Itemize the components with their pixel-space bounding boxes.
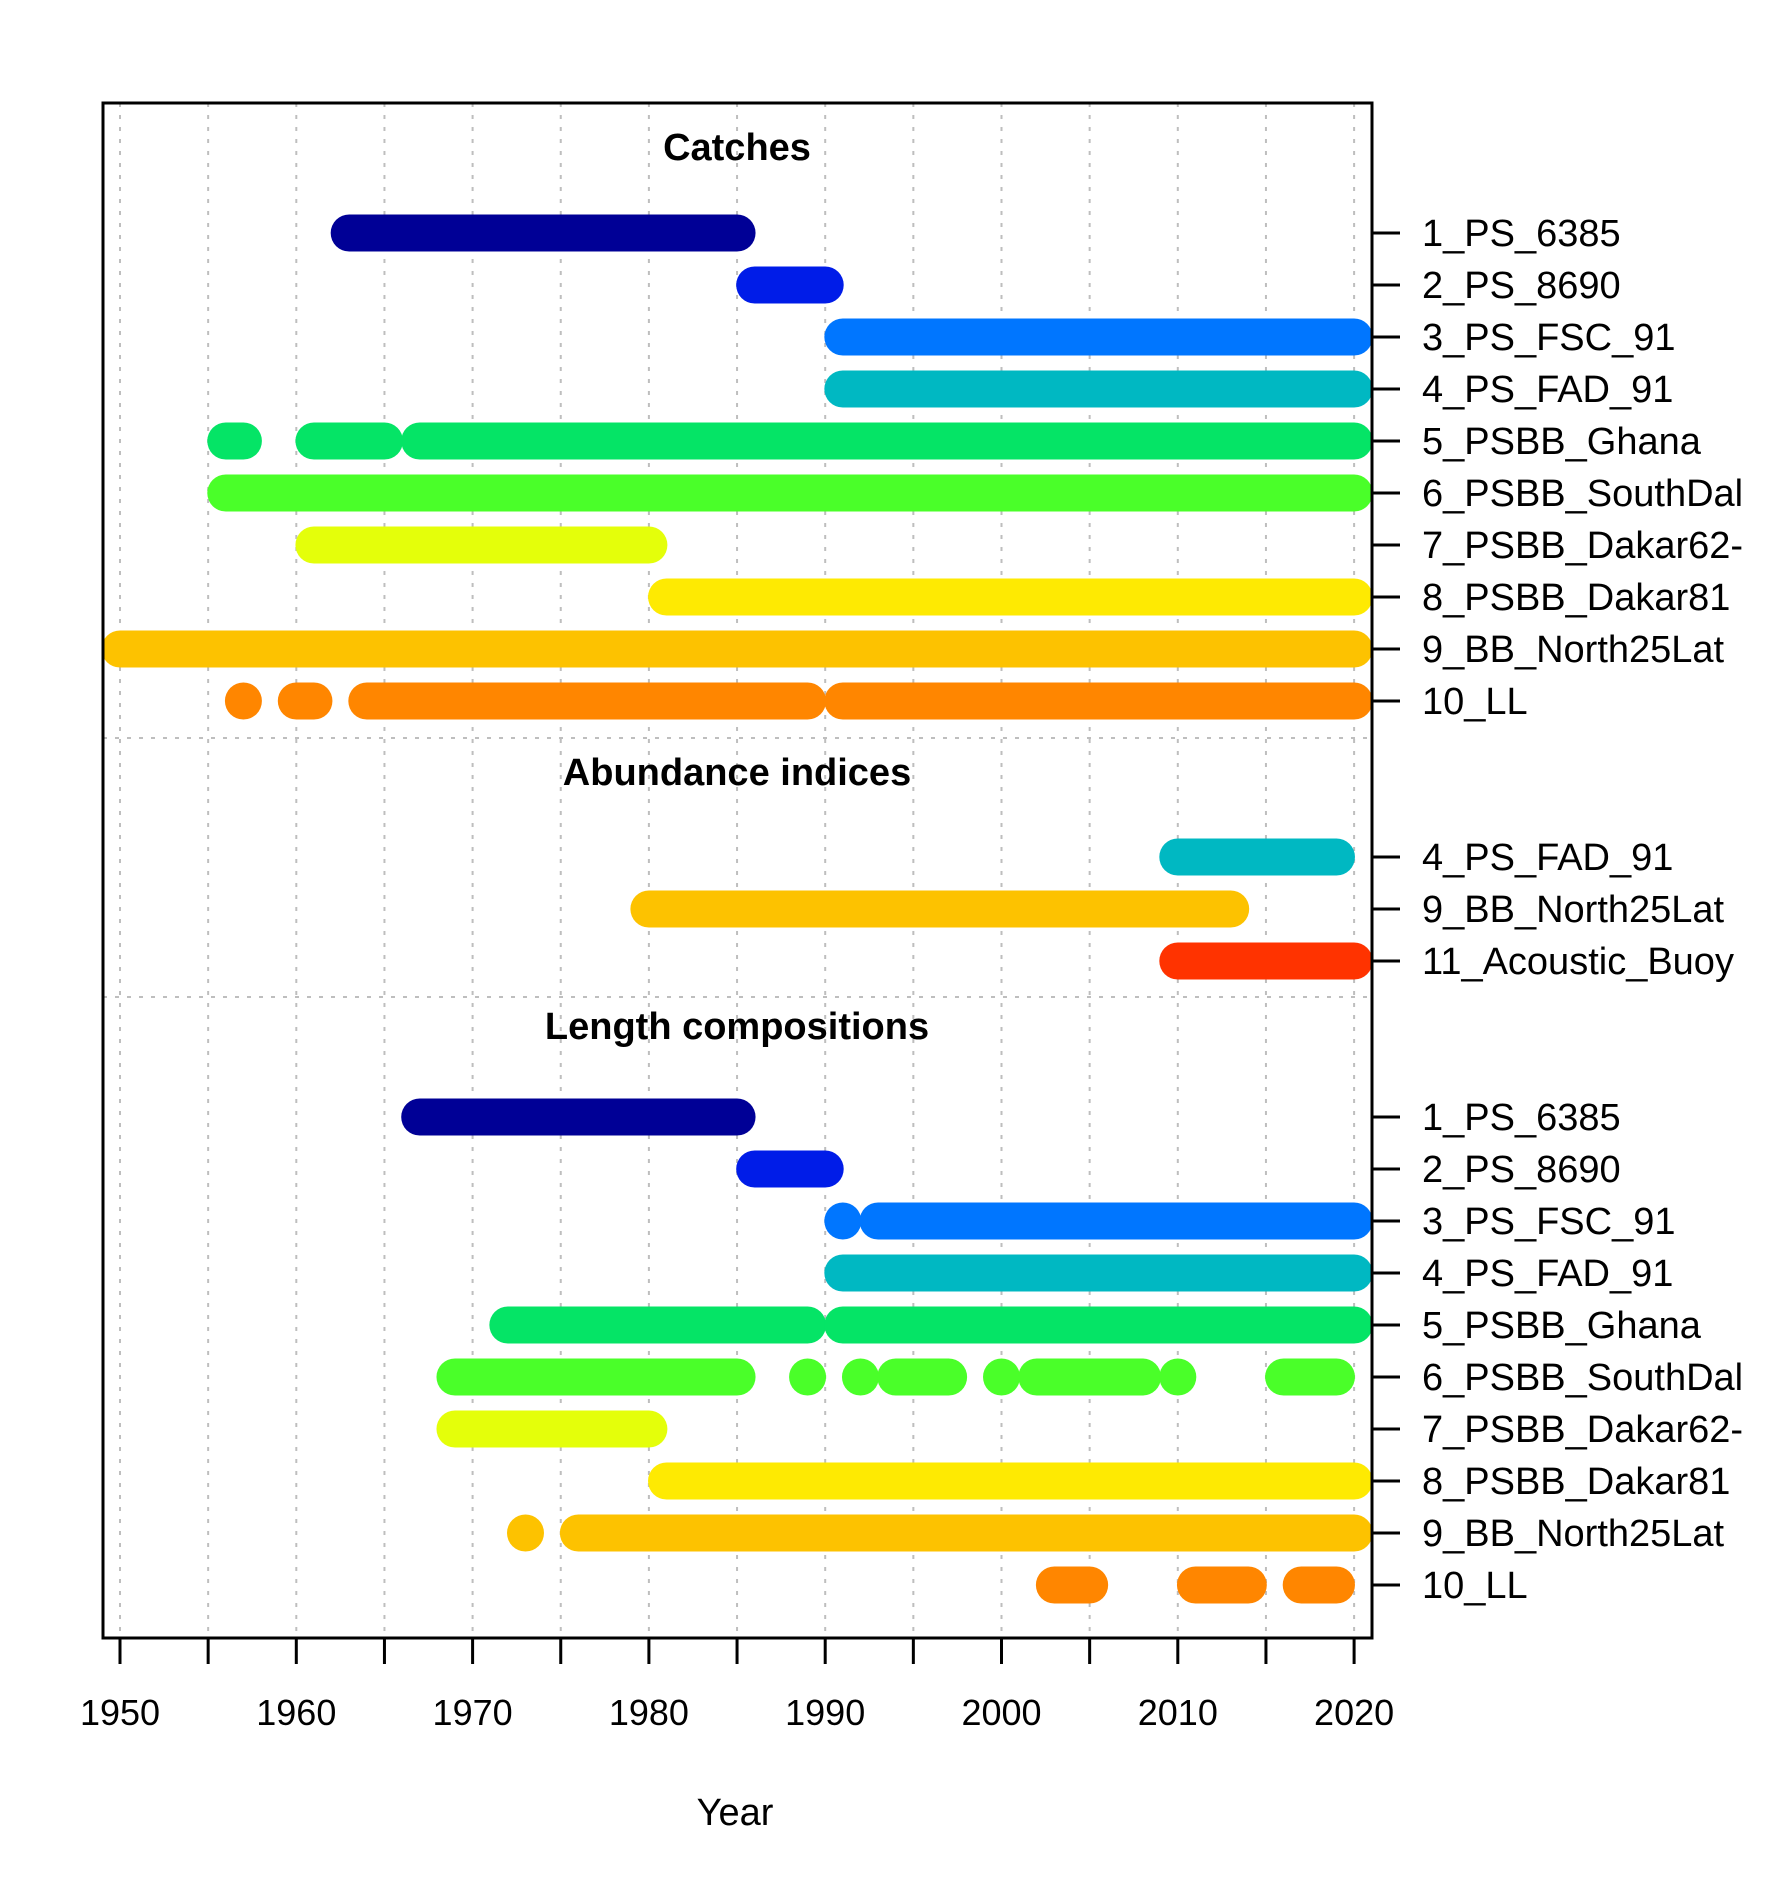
fleet-label: 8_PSBB_Dakar81	[1422, 577, 1730, 619]
fleet-label: 7_PSBB_Dakar62-	[1422, 525, 1743, 567]
fleet-label: 3_PS_FSC_91	[1422, 1201, 1676, 1243]
fleet-label: 10_LL	[1422, 681, 1528, 723]
panel-title: Abundance indices	[563, 752, 911, 794]
fleet-label: 7_PSBB_Dakar62-	[1422, 1409, 1743, 1451]
fleet-label: 1_PS_6385	[1422, 1097, 1621, 1139]
x-tick-label: 1950	[80, 1692, 160, 1733]
x-tick-label: 1980	[609, 1692, 689, 1733]
fleet-label: 9_BB_North25Lat	[1422, 889, 1725, 931]
fleet-label: 2_PS_8690	[1422, 1149, 1621, 1191]
panel-title: Catches	[663, 127, 811, 169]
fleet-label: 6_PSBB_SouthDal	[1422, 1357, 1743, 1399]
fleet-label: 3_PS_FSC_91	[1422, 317, 1676, 359]
fleet-label: 9_BB_North25Lat	[1422, 629, 1725, 671]
x-axis-label: Year	[697, 1792, 774, 1834]
fleet-label: 2_PS_8690	[1422, 265, 1621, 307]
fleet-label: 10_LL	[1422, 1565, 1528, 1607]
x-tick-label: 2010	[1138, 1692, 1218, 1733]
panel-titles: Catches Abundance indices Length compositi…	[545, 127, 929, 1048]
x-tick-label: 2020	[1314, 1692, 1394, 1733]
fleet-label: 6_PSBB_SouthDal	[1422, 473, 1743, 515]
panel-title: Length compositions	[545, 1006, 929, 1048]
gridlines	[103, 103, 1372, 1638]
x-tick-label: 1970	[433, 1692, 513, 1733]
fleet-label: 1_PS_6385	[1422, 213, 1621, 255]
fleet-label: 8_PSBB_Dakar81	[1422, 1461, 1730, 1503]
fleet-label: 9_BB_North25Lat	[1422, 1513, 1725, 1555]
fleet-label: 4_PS_FAD_91	[1422, 1253, 1673, 1295]
data-bars	[103, 214, 1372, 1604]
fleet-label: 5_PSBB_Ghana	[1422, 1305, 1702, 1347]
fleet-label: 4_PS_FAD_91	[1422, 369, 1673, 411]
x-tick-label: 1960	[256, 1692, 336, 1733]
x-tick-label: 2000	[961, 1692, 1041, 1733]
x-tick-label: 1990	[785, 1692, 865, 1733]
fleet-label: 5_PSBB_Ghana	[1422, 421, 1702, 463]
x-axis: 1950 1960 1970 1980 1990 2000 2010 2020	[80, 1638, 1394, 1733]
fleet-label: 11_Acoustic_Buoy	[1422, 941, 1734, 983]
right-axis: 1_PS_6385 2_PS_8690 3_PS_FSC_91 4_PS_FAD_91…	[1372, 213, 1743, 1607]
fleet-label: 4_PS_FAD_91	[1422, 837, 1673, 879]
